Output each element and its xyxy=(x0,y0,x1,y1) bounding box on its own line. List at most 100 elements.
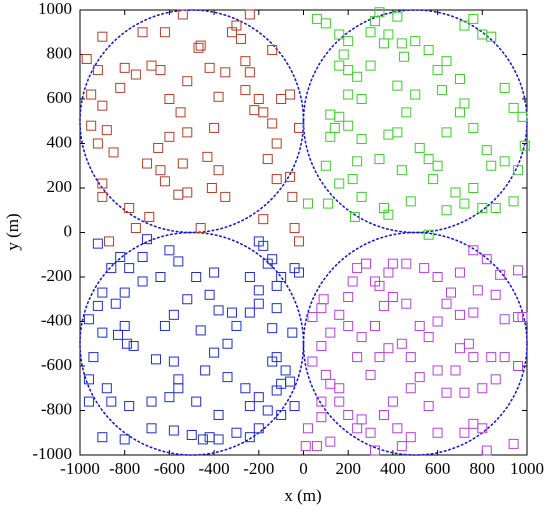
point xyxy=(392,80,403,91)
point xyxy=(175,107,186,118)
point xyxy=(405,352,416,363)
point xyxy=(294,267,305,278)
point xyxy=(115,82,126,93)
point xyxy=(459,427,470,438)
x-tick-label: 1000 xyxy=(510,459,544,478)
point xyxy=(405,432,416,443)
point xyxy=(177,158,188,169)
point xyxy=(253,298,264,309)
point xyxy=(432,365,443,376)
point xyxy=(168,425,179,436)
point xyxy=(191,396,202,407)
point xyxy=(343,320,354,331)
point xyxy=(289,223,300,234)
point xyxy=(262,405,273,416)
point xyxy=(334,396,345,407)
point xyxy=(316,396,327,407)
point xyxy=(383,267,394,278)
point xyxy=(159,320,170,331)
point xyxy=(253,423,264,434)
point xyxy=(459,198,470,209)
point xyxy=(325,378,336,389)
point xyxy=(432,160,443,171)
point xyxy=(97,191,108,202)
point xyxy=(164,245,175,256)
point xyxy=(325,131,336,142)
x-axis-label: x (m) xyxy=(284,486,321,505)
point xyxy=(513,265,524,276)
point xyxy=(454,107,465,118)
point xyxy=(392,11,403,22)
point xyxy=(287,327,298,338)
point xyxy=(220,67,231,78)
y-tick-label: -400 xyxy=(41,310,72,329)
point xyxy=(209,122,220,133)
point xyxy=(490,203,501,214)
point xyxy=(253,94,264,104)
point xyxy=(450,365,461,376)
coverage-circle xyxy=(79,231,305,456)
point xyxy=(83,396,94,407)
point xyxy=(182,76,193,87)
point xyxy=(302,423,313,434)
point xyxy=(387,396,398,407)
point xyxy=(374,352,385,363)
point xyxy=(343,89,354,100)
point xyxy=(459,387,470,398)
point xyxy=(108,147,119,158)
point xyxy=(396,441,407,452)
point xyxy=(294,236,305,247)
point xyxy=(92,65,103,76)
point xyxy=(405,383,416,394)
point xyxy=(182,127,193,138)
point xyxy=(508,196,519,207)
x-tick-label: -600 xyxy=(154,459,185,478)
point xyxy=(253,236,264,247)
point xyxy=(222,372,233,383)
point xyxy=(383,343,394,354)
point xyxy=(244,9,255,20)
point xyxy=(318,294,329,305)
point xyxy=(459,20,470,31)
point xyxy=(271,280,282,291)
point xyxy=(197,434,208,445)
point xyxy=(271,385,282,396)
point xyxy=(387,292,398,303)
point xyxy=(432,427,443,438)
point xyxy=(164,392,175,403)
point xyxy=(441,127,452,138)
x-tick-label: 200 xyxy=(335,459,361,478)
point xyxy=(334,309,345,320)
point xyxy=(399,51,410,62)
point xyxy=(334,178,345,189)
point xyxy=(441,298,452,309)
point xyxy=(204,432,215,443)
point xyxy=(222,338,233,349)
point xyxy=(262,154,273,165)
point xyxy=(124,401,135,412)
point xyxy=(195,223,206,234)
x-tick-label: -1000 xyxy=(60,459,100,478)
point xyxy=(124,263,135,274)
point xyxy=(271,138,282,149)
point xyxy=(432,272,443,282)
point xyxy=(285,89,296,100)
point xyxy=(81,53,92,64)
point xyxy=(173,189,184,200)
point xyxy=(325,109,336,120)
y-tick-label: 200 xyxy=(47,177,73,196)
y-axis-label: y (m) xyxy=(3,213,22,250)
point xyxy=(267,323,278,334)
point xyxy=(311,441,322,452)
point xyxy=(365,60,376,71)
point xyxy=(486,31,497,42)
y-tick-label: 1000 xyxy=(38,0,72,18)
point xyxy=(477,383,488,394)
point xyxy=(106,396,117,407)
point xyxy=(463,338,474,349)
x-tick-label: 0 xyxy=(299,459,308,478)
point xyxy=(258,214,269,225)
point xyxy=(378,300,389,311)
point xyxy=(414,142,425,153)
point xyxy=(209,267,220,278)
